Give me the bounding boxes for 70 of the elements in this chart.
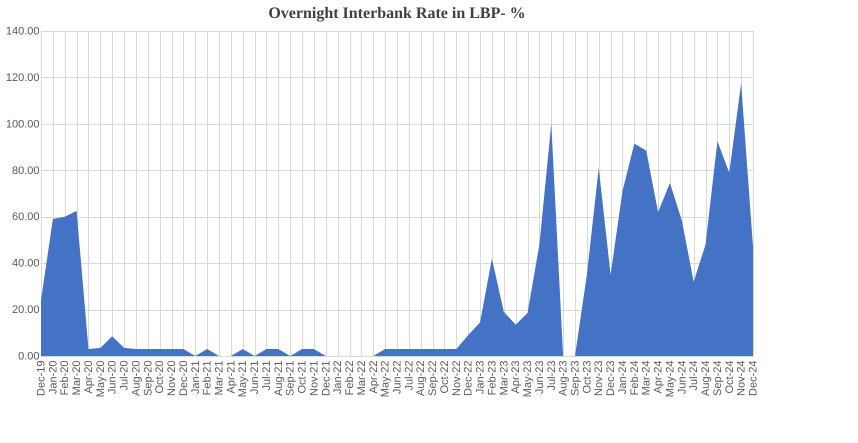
x-tick-label: Jun-23 — [534, 360, 546, 394]
x-tick-label: Apr-24 — [652, 360, 665, 394]
x-tick-label: Feb-23 — [486, 360, 498, 396]
y-tick-label: 60.00 — [12, 211, 40, 224]
x-tick-label: Mar-20 — [71, 360, 84, 396]
x-tick-label: Nov-22 — [450, 360, 463, 396]
x-tick-label: Jun-22 — [392, 360, 404, 394]
x-tick-label: Feb-20 — [59, 360, 72, 396]
x-tick-label: Mar-23 — [498, 360, 510, 396]
x-tick-label: Oct-23 — [581, 360, 594, 394]
x-tick-label: Jul-23 — [546, 360, 558, 390]
x-tick-label: Mar-22 — [356, 360, 368, 396]
x-tick-label: Jul-24 — [688, 360, 700, 390]
y-tick-label: 20.00 — [12, 304, 40, 316]
x-tick-label: Sep-23 — [570, 360, 582, 396]
x-tick-label: Aug-22 — [415, 360, 428, 396]
x-tick-label: Jun-24 — [676, 360, 688, 394]
x-tick-label: May-20 — [94, 360, 107, 398]
y-tick-label: 100.00 — [6, 118, 40, 130]
x-tick-label: Jul-21 — [260, 360, 273, 390]
x-tick-label: Jan-23 — [474, 360, 487, 394]
x-tick-label: Sep-20 — [142, 360, 154, 396]
x-tick-label: Aug-20 — [130, 360, 142, 396]
y-tick-label: 140.00 — [6, 26, 40, 38]
y-tick-label: 40.00 — [12, 258, 40, 270]
x-tick-label: Apr-22 — [368, 360, 380, 394]
x-tick-label: Oct-22 — [438, 360, 451, 394]
x-tick-label: May-21 — [237, 360, 250, 398]
y-tick-label: 0.00 — [18, 350, 40, 362]
y-tick-label: 120.00 — [6, 72, 40, 84]
x-tick-label: May-24 — [664, 360, 676, 398]
x-tick-label: Feb-24 — [628, 360, 641, 396]
x-tick-label: Dec-22 — [462, 360, 475, 396]
x-tick-label: Mar-24 — [640, 360, 653, 396]
x-tick-label: Jun-21 — [249, 360, 262, 394]
x-tick-label: Feb-22 — [344, 360, 356, 396]
x-tick-label: Jan-24 — [616, 360, 629, 394]
x-tick-label: Aug-23 — [558, 360, 570, 396]
x-tick-label: Apr-20 — [82, 360, 95, 394]
x-tick-label: Nov-24 — [736, 360, 748, 396]
x-tick-label: Apr-23 — [510, 360, 522, 394]
y-tick-label: 80.00 — [12, 164, 40, 177]
chart-title: Overnight Interbank Rate in LBP- % — [268, 5, 526, 22]
x-tick-label: Feb-21 — [202, 360, 214, 396]
x-tick-label: May-22 — [380, 360, 392, 398]
x-tick-label: Jun-20 — [106, 360, 119, 394]
x-tick-label: Jul-20 — [118, 360, 131, 390]
x-tick-label: Aug-24 — [700, 360, 712, 396]
x-tick-label: Nov-21 — [308, 360, 320, 396]
x-tick-label: Sep-22 — [427, 360, 440, 396]
x-tick-label: Dec-24 — [748, 360, 760, 396]
x-tick-label: Jul-22 — [403, 360, 416, 390]
x-tick-label: Dec-21 — [320, 360, 332, 396]
x-tick-label: Aug-21 — [272, 360, 285, 396]
x-tick-label: Sep-24 — [712, 360, 724, 396]
x-tick-label: Mar-21 — [214, 360, 226, 396]
x-tick-label: Oct-24 — [724, 360, 736, 394]
x-tick-label: Dec-23 — [605, 360, 618, 396]
x-tick-label: Jan-22 — [332, 360, 344, 394]
x-tick-label: Jan-21 — [190, 360, 202, 394]
x-tick-label: Nov-23 — [593, 360, 606, 396]
x-tick-label: May-23 — [522, 360, 534, 398]
x-tick-label: Sep-21 — [284, 360, 297, 396]
x-tick-label: Apr-21 — [225, 360, 238, 394]
x-tick-label: Dec-19 — [36, 360, 48, 396]
x-tick-label: Nov-20 — [166, 360, 178, 396]
x-tick-label: Dec-20 — [178, 360, 190, 396]
x-tick-label: Oct-21 — [296, 360, 309, 394]
x-tick-label: Oct-20 — [154, 360, 166, 394]
x-tick-label: Jan-20 — [47, 360, 60, 394]
